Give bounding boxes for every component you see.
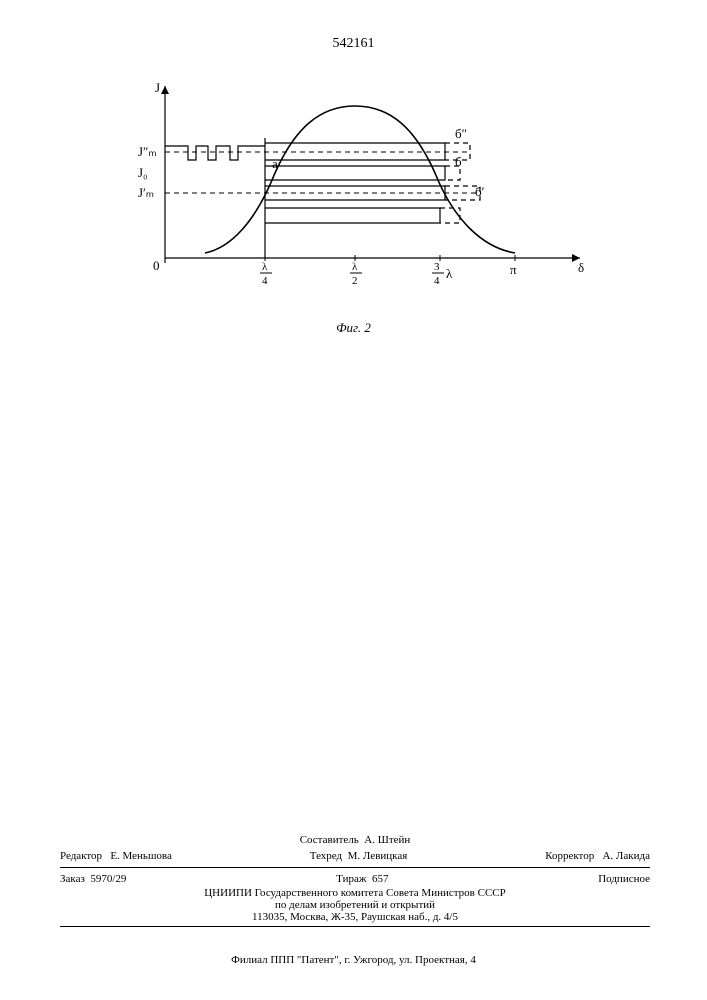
svg-text:2: 2 [352,275,358,287]
circulation-label: Тираж [336,873,366,885]
y-axis-label: J [155,80,160,95]
svg-text:λ: λ [352,261,358,273]
svg-text:λ: λ [262,261,268,273]
subscription: Подписное [598,873,650,885]
label-b: б [455,154,462,169]
document-number: 542161 [0,36,707,52]
figure-caption: Фиг. 2 [0,320,707,336]
corrector-label: Корректор [545,850,594,862]
bands [265,143,480,223]
compiler-label: Составитель [300,834,359,846]
tech-label: Техред [310,850,342,862]
figure-2: J δ 0 J″ₘ J₀ J′ₘ λ 4 λ 2 3 [110,78,590,328]
svg-text:π: π [510,262,517,277]
corrector: А. Лакида [602,850,650,862]
organisation-address: 113035, Москва, Ж-35, Раушская наб., д. … [60,911,650,923]
xtick-lambda-4: λ 4 [260,255,272,287]
svg-text:4: 4 [262,275,268,287]
printer-line: Филиал ППП "Патент", г. Ужгород, ул. Про… [0,954,707,966]
step-pattern [165,146,265,160]
ytick-jmp: J′ₘ [138,185,154,200]
order-label: Заказ [60,873,85,885]
ytick-jmpp: J″ₘ [138,144,157,159]
svg-text:4: 4 [434,275,440,287]
organisation-line-1: ЦНИИПИ Государственного комитета Совета … [60,887,650,899]
label-bp: б′ [475,184,485,199]
label-bpp: б″ [455,126,467,141]
svg-text:λ: λ [446,266,453,281]
compiler: А. Штейн [364,834,410,846]
tech: М. Левицкая [348,850,408,862]
origin-label: 0 [153,258,160,273]
colophon: Составитель А. Штейн Редактор Е. Меньшов… [60,832,650,930]
xtick-3lambda-4: 3 4 λ [432,255,453,287]
editor-label: Редактор [60,850,102,862]
label-a: a [272,156,278,171]
x-axis-label: δ [578,260,584,275]
editor: Е. Меньшова [110,850,172,862]
order: 5970/29 [90,873,126,885]
organisation-line-2: по делам изобретений и открытий [60,899,650,911]
svg-text:3: 3 [434,261,440,273]
ytick-j0: J₀ [138,165,148,180]
circulation: 657 [372,873,389,885]
xtick-lambda-2: λ 2 [350,255,362,287]
